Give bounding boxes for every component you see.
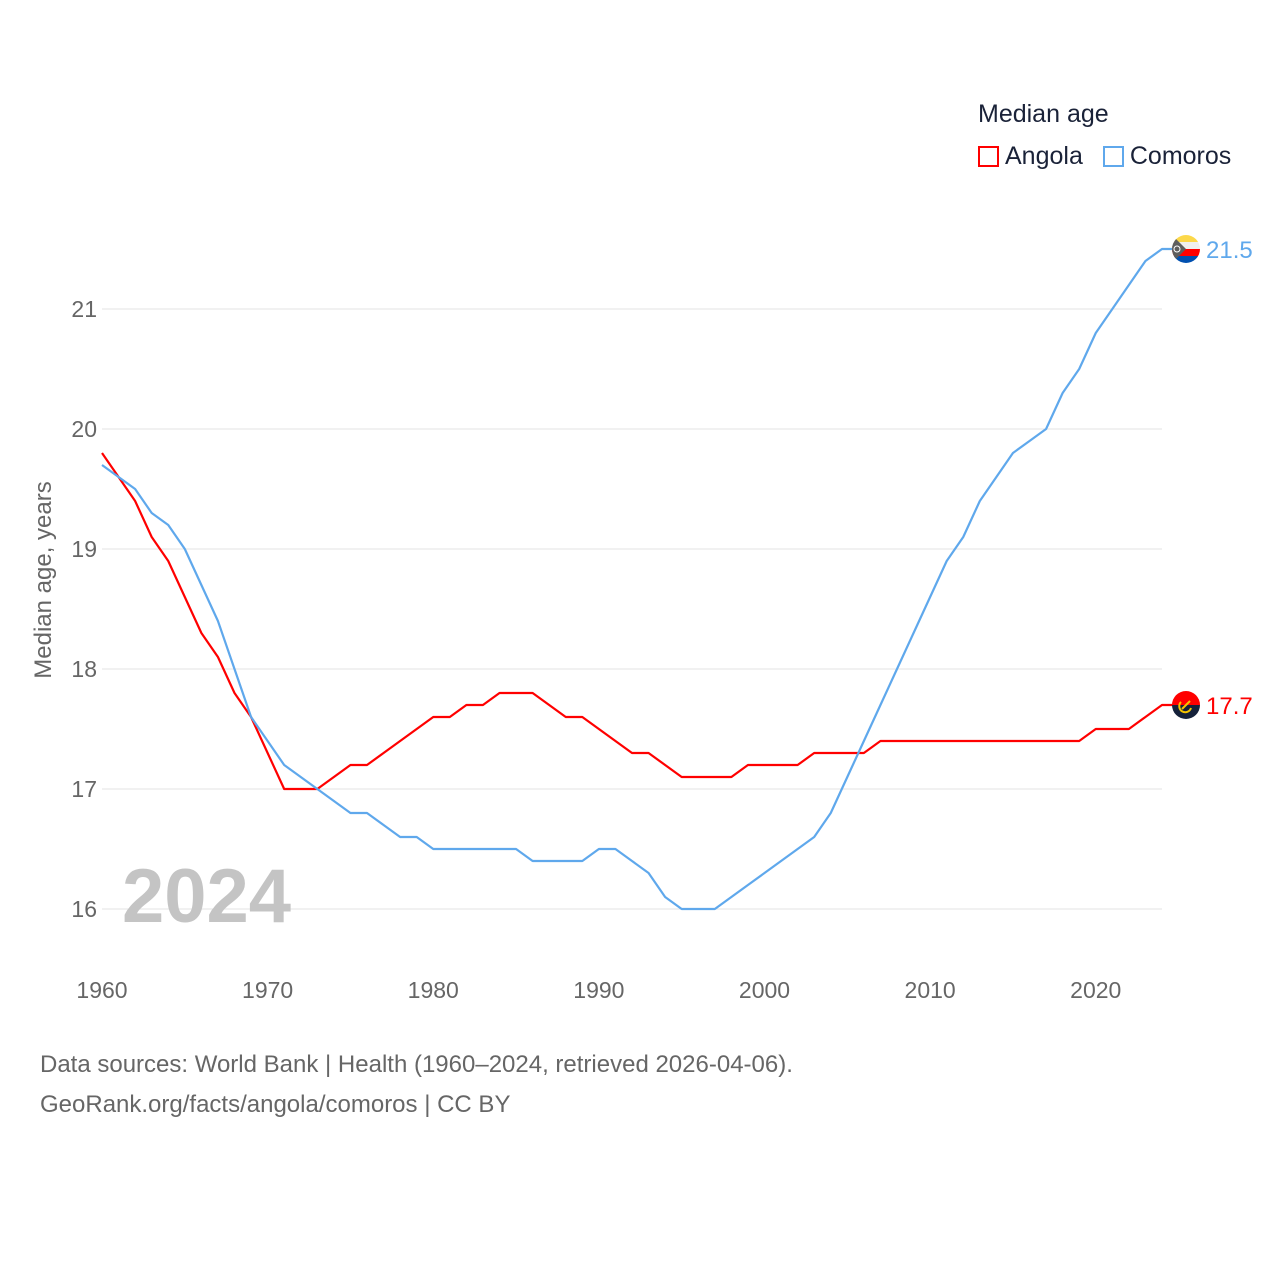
data-sources: Data sources: World Bank | Health (1960–…	[40, 1051, 793, 1078]
legend: Angola Comoros	[978, 142, 1251, 171]
series-line-angola	[101, 452, 1178, 791]
y-tick-label: 20	[71, 416, 97, 442]
footer: Data sources: World Bank | Health (1960–…	[40, 1045, 793, 1125]
flag-body	[1172, 691, 1200, 719]
x-tick-label: 1990	[573, 977, 624, 1003]
watermark-year: 2024	[122, 854, 291, 939]
legend-item-comoros[interactable]: Comoros	[1102, 142, 1232, 171]
x-tick-label: 1960	[76, 977, 127, 1003]
y-axis-label: Median age, years	[30, 481, 57, 678]
end-value-label: 17.7	[1206, 693, 1253, 720]
flag-triangle	[1172, 235, 1186, 263]
flag-stripe	[1172, 249, 1200, 256]
flag-stripe	[1172, 242, 1200, 249]
flag-body	[1172, 235, 1200, 263]
y-tick-label: 19	[71, 536, 97, 562]
x-tick-label: 2000	[739, 977, 790, 1003]
y-tick-label: 16	[71, 896, 97, 922]
legend-title: Median age	[978, 100, 1109, 128]
end-value-label: 21.5	[1206, 237, 1253, 264]
legend-swatch-comoros	[1102, 146, 1124, 167]
legend-label: Comoros	[1129, 142, 1232, 170]
flag-stripe	[1172, 235, 1200, 242]
y-tick-label: 21	[71, 296, 97, 322]
y-tick-label: 18	[71, 656, 97, 682]
comoros-flag-icon	[1172, 235, 1200, 263]
y-tick-label: 17	[71, 776, 97, 802]
legend-label: Angola	[1005, 142, 1083, 170]
legend-swatch-angola	[978, 146, 999, 167]
flag-stripe	[1172, 256, 1200, 263]
x-tick-label: 1980	[408, 977, 459, 1003]
angola-flag-icon	[1172, 691, 1200, 719]
series-line-comoros	[101, 247, 1178, 911]
x-tick-label: 2010	[905, 977, 956, 1003]
legend-item-angola[interactable]: Angola	[978, 142, 1083, 171]
x-tick-label: 2020	[1070, 977, 1121, 1003]
flag-crescent	[1173, 245, 1181, 253]
flag-stripe	[1172, 691, 1200, 705]
attribution-link[interactable]: GeoRank.org/facts/angola/comoros | CC BY	[40, 1091, 511, 1118]
flag-emblem	[1178, 700, 1192, 714]
x-tick-label: 1970	[242, 977, 293, 1003]
